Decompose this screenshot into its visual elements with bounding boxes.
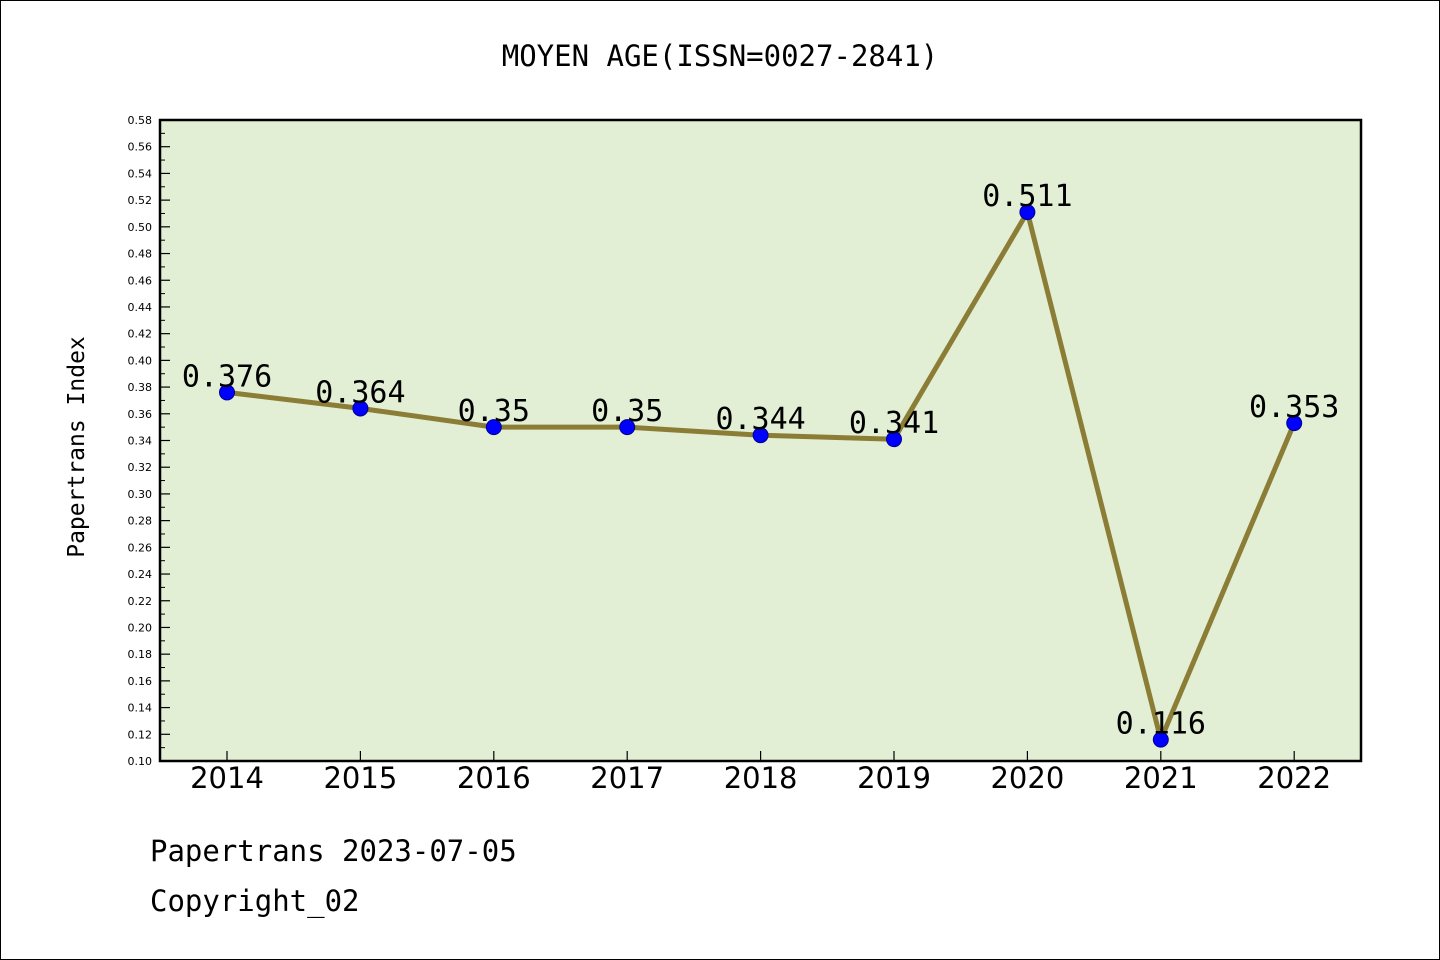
x-tick-label: 2017 (590, 761, 664, 795)
y-tick-label: 0.58 (128, 114, 153, 127)
y-tick-label: 0.16 (128, 675, 153, 688)
y-tick-label: 0.24 (128, 568, 153, 581)
data-label: 0.364 (315, 375, 405, 410)
y-tick-label: 0.46 (128, 274, 153, 287)
y-tick-label: 0.44 (128, 301, 153, 314)
data-point (1286, 415, 1303, 432)
data-point (1019, 204, 1036, 221)
y-tick-label: 0.34 (128, 435, 153, 448)
y-axis: 0.10 0.12 0.14 0.16 0.18 0.20 0.22 0.24 0.26 0.28… (128, 114, 170, 768)
x-tick-label: 2021 (1124, 761, 1198, 795)
data-label: 0.116 (1116, 707, 1206, 742)
data-label: 0.376 (182, 359, 272, 394)
y-tick-label: 0.52 (128, 194, 153, 207)
y-tick-label: 0.22 (128, 595, 153, 608)
chart-title: MOYEN AGE(ISSN=0027-2841) (502, 39, 939, 73)
footer-source: Papertrans 2023-07-05 (150, 834, 517, 868)
y-tick-label: 0.56 (128, 141, 153, 154)
data-label: 0.35 (458, 394, 530, 429)
y-tick-label: 0.32 (128, 461, 153, 474)
y-tick-label: 0.48 (128, 248, 153, 261)
x-axis: 2014 2015 2016 2017 2018 2019 2020 2021 2022 (190, 751, 1331, 795)
data-label: 0.344 (715, 402, 805, 437)
y-tick-label: 0.30 (128, 488, 153, 501)
data-point (1152, 731, 1169, 748)
data-label: 0.341 (849, 406, 939, 441)
y-tick-label: 0.28 (128, 515, 153, 528)
data-point (886, 431, 902, 448)
data-label: 0.35 (591, 394, 663, 429)
y-tick-label: 0.10 (128, 755, 153, 768)
data-label: 0.353 (1249, 390, 1339, 425)
y-tick-label: 0.42 (128, 328, 153, 341)
data-labels: 0.376 0.364 0.35 0.35 0.344 0.341 0.511 0.116 0.… (182, 179, 1340, 741)
x-tick-label: 2015 (323, 761, 397, 795)
x-tick-label: 2019 (857, 761, 931, 795)
y-tick-label: 0.40 (128, 354, 153, 367)
data-label: 0.511 (982, 179, 1072, 214)
footer-copyright: Copyright_02 (150, 884, 360, 918)
y-tick-label: 0.36 (128, 408, 153, 421)
data-point (619, 419, 636, 436)
x-tick-label: 2014 (190, 761, 264, 795)
series-line-group (219, 204, 1303, 748)
data-point (752, 427, 769, 444)
y-tick-label: 0.54 (128, 167, 153, 180)
x-tick-label: 2022 (1257, 761, 1331, 795)
y-tick-label: 0.20 (128, 621, 153, 634)
x-tick-label: 2020 (990, 761, 1064, 795)
x-tick-label: 2016 (457, 761, 531, 795)
data-point (485, 419, 502, 436)
data-point (352, 400, 369, 417)
y-axis-label: Papertrans Index (64, 336, 90, 558)
y-tick-label: 0.38 (128, 381, 153, 394)
x-tick-label: 2018 (724, 761, 798, 795)
y-tick-label: 0.26 (128, 541, 153, 554)
data-point (219, 384, 235, 401)
y-tick-label: 0.18 (128, 648, 153, 661)
y-tick-label: 0.12 (128, 728, 153, 741)
y-tick-label: 0.14 (128, 702, 153, 715)
y-tick-label: 0.50 (128, 221, 153, 234)
